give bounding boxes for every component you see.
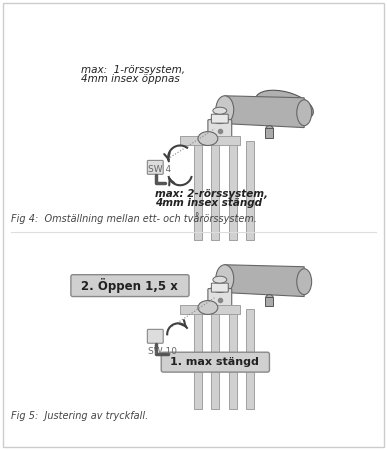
Ellipse shape (209, 115, 231, 136)
Ellipse shape (213, 276, 227, 283)
Bar (246, 310, 253, 409)
FancyBboxPatch shape (211, 283, 228, 292)
Ellipse shape (216, 265, 234, 292)
Text: SW 4: SW 4 (148, 165, 171, 174)
Polygon shape (225, 265, 304, 297)
Text: 2. Öppen 1,5 x: 2. Öppen 1,5 x (81, 278, 178, 293)
FancyBboxPatch shape (211, 114, 228, 123)
Bar (265, 297, 274, 306)
Ellipse shape (198, 301, 218, 315)
Ellipse shape (213, 107, 227, 114)
Bar (211, 310, 219, 409)
Text: 4mm insex öppnas: 4mm insex öppnas (81, 74, 180, 84)
Text: Fig 4:  Omställning mellan ett- och tvårörssystem.: Fig 4: Omställning mellan ett- och tvårö… (11, 212, 257, 224)
Text: SW 10: SW 10 (148, 347, 177, 356)
Bar (229, 310, 237, 409)
FancyBboxPatch shape (161, 352, 269, 372)
Ellipse shape (198, 131, 218, 145)
Bar (211, 140, 219, 240)
Bar (194, 310, 202, 409)
FancyBboxPatch shape (208, 120, 232, 141)
Bar (194, 140, 202, 240)
Ellipse shape (297, 100, 312, 126)
Ellipse shape (216, 96, 234, 124)
Ellipse shape (297, 269, 312, 295)
FancyBboxPatch shape (147, 160, 163, 174)
Bar (265, 128, 274, 138)
Text: 1. max stängd: 1. max stängd (170, 357, 259, 367)
Ellipse shape (212, 283, 228, 293)
Text: Fig 5:  Justering av tryckfall.: Fig 5: Justering av tryckfall. (11, 411, 149, 421)
FancyBboxPatch shape (147, 329, 163, 343)
Bar (229, 140, 237, 240)
Text: max:  1-rörssystem,: max: 1-rörssystem, (81, 65, 185, 75)
Text: max: 2-rörssystem,: max: 2-rörssystem, (155, 189, 268, 199)
FancyBboxPatch shape (71, 274, 189, 297)
FancyBboxPatch shape (208, 288, 232, 310)
Bar (180, 135, 240, 145)
Polygon shape (225, 96, 304, 128)
Ellipse shape (265, 295, 274, 302)
Ellipse shape (265, 126, 274, 134)
Ellipse shape (255, 90, 313, 121)
Ellipse shape (209, 284, 231, 306)
Bar (180, 305, 240, 315)
Bar (246, 140, 253, 240)
Ellipse shape (212, 114, 228, 124)
Text: 4mm insex stängd: 4mm insex stängd (155, 198, 262, 208)
